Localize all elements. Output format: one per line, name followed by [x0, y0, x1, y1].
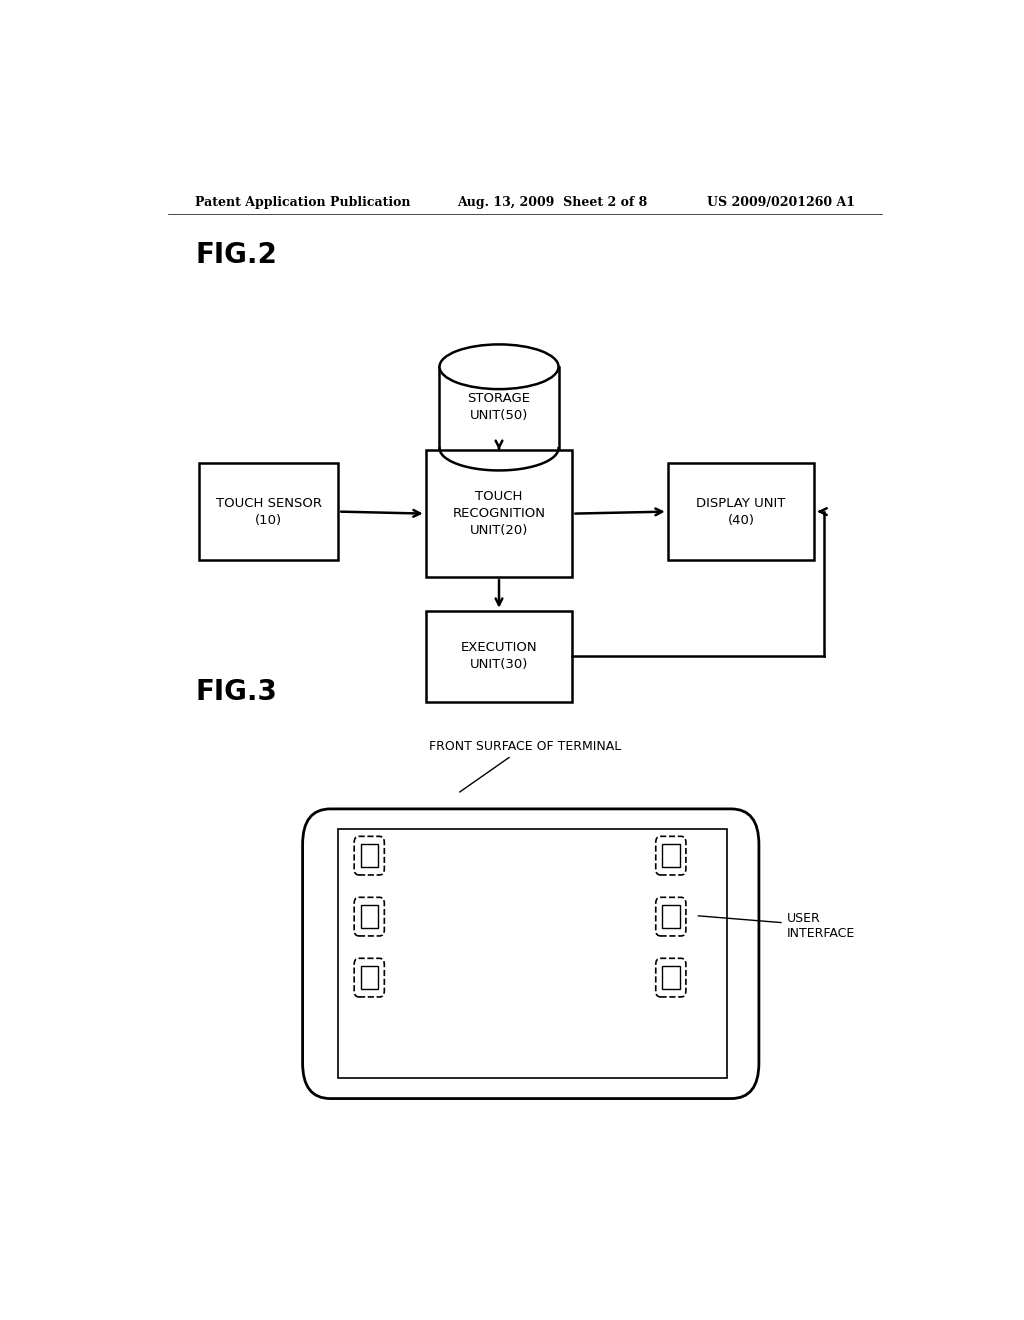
- Bar: [200, 463, 338, 560]
- Ellipse shape: [439, 345, 558, 389]
- Text: STORAGE
UNIT(50): STORAGE UNIT(50): [468, 392, 530, 422]
- Bar: [663, 906, 680, 928]
- Text: DISPLAY UNIT
(40): DISPLAY UNIT (40): [696, 496, 785, 527]
- Text: Patent Application Publication: Patent Application Publication: [196, 195, 411, 209]
- Text: Aug. 13, 2009  Sheet 2 of 8: Aug. 13, 2009 Sheet 2 of 8: [458, 195, 647, 209]
- FancyBboxPatch shape: [354, 837, 384, 875]
- Text: FRONT SURFACE OF TERMINAL: FRONT SURFACE OF TERMINAL: [429, 741, 621, 792]
- Text: EXECUTION
UNIT(30): EXECUTION UNIT(30): [461, 642, 538, 672]
- Text: TOUCH
RECOGNITION
UNIT(20): TOUCH RECOGNITION UNIT(20): [453, 490, 546, 537]
- Bar: [338, 829, 727, 1078]
- FancyBboxPatch shape: [655, 837, 686, 875]
- FancyBboxPatch shape: [354, 958, 384, 997]
- FancyBboxPatch shape: [354, 898, 384, 936]
- FancyBboxPatch shape: [655, 898, 686, 936]
- Bar: [426, 450, 572, 577]
- Bar: [668, 463, 814, 560]
- Text: US 2009/0201260 A1: US 2009/0201260 A1: [708, 195, 855, 209]
- Text: USER
INTERFACE: USER INTERFACE: [698, 912, 855, 940]
- FancyBboxPatch shape: [655, 958, 686, 997]
- Bar: [663, 966, 680, 989]
- Bar: [426, 611, 572, 702]
- FancyBboxPatch shape: [303, 809, 759, 1098]
- Bar: [360, 966, 378, 989]
- Bar: [663, 845, 680, 867]
- Bar: [360, 906, 378, 928]
- Bar: [360, 845, 378, 867]
- Text: TOUCH SENSOR
(10): TOUCH SENSOR (10): [216, 496, 322, 527]
- Text: FIG.2: FIG.2: [196, 242, 278, 269]
- Bar: [439, 367, 558, 447]
- Text: FIG.3: FIG.3: [196, 678, 278, 706]
